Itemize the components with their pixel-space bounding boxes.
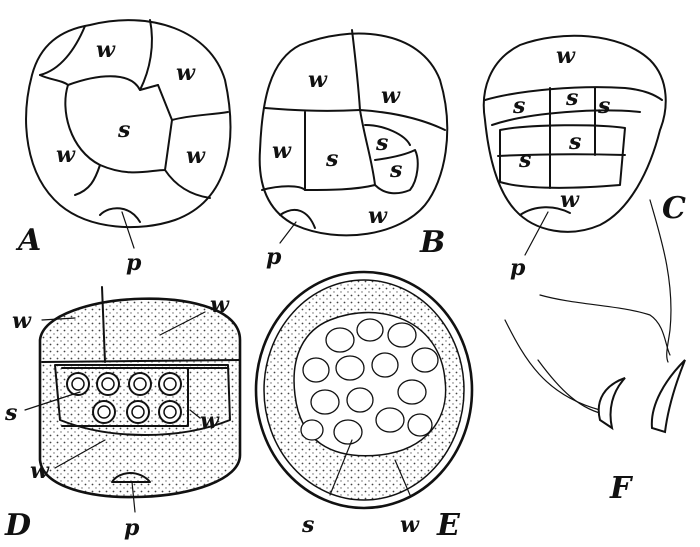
- cell-label-w: w: [96, 37, 116, 63]
- panel-caption-d: D: [4, 508, 31, 542]
- panel-f: F: [505, 200, 685, 506]
- cell-label-s: s: [325, 146, 338, 172]
- cell-label-s: s: [512, 93, 525, 119]
- cell-label-w: w: [56, 142, 76, 168]
- label-w: w: [400, 512, 420, 538]
- panel-caption-e: E: [436, 508, 461, 542]
- panel-caption-b: B: [419, 225, 445, 260]
- cell-label-w: w: [176, 60, 196, 86]
- label-w: w: [200, 408, 220, 434]
- label-s: s: [4, 400, 17, 426]
- cell-label-s: s: [597, 93, 610, 119]
- cell-label-w: w: [381, 83, 401, 109]
- panel-caption-a: A: [15, 223, 41, 258]
- panel-caption-c: C: [662, 191, 686, 226]
- cell-label-w: w: [560, 187, 580, 213]
- cell-label-s: s: [389, 157, 402, 183]
- pore-label-p: p: [126, 250, 142, 276]
- cell-label-w: w: [272, 138, 292, 164]
- panel-a: w w s w w p A: [15, 20, 230, 276]
- cell-label-w: w: [368, 203, 388, 229]
- panel-d: w w s w w p D: [4, 287, 240, 542]
- cell-label-s: s: [565, 85, 578, 111]
- label-w: w: [30, 458, 50, 484]
- cell-label-w: w: [308, 67, 328, 93]
- label-w: w: [210, 292, 230, 318]
- cell-label-w: w: [556, 43, 576, 69]
- panel-caption-f: F: [609, 471, 634, 506]
- pore-label-p: p: [124, 515, 140, 541]
- pore-label-p: p: [266, 244, 282, 270]
- cell-label-s: s: [117, 117, 130, 143]
- pore-label-p: p: [510, 255, 526, 281]
- cell-label-s: s: [518, 147, 531, 173]
- label-s: s: [301, 512, 314, 538]
- panel-b: w w w s s s w p B: [260, 30, 448, 270]
- cell-label-s: s: [375, 130, 388, 156]
- panel-e: s w E: [256, 272, 472, 542]
- panel-c: w s s s s s w p C: [484, 36, 686, 281]
- cell-label-w: w: [186, 143, 206, 169]
- cell-label-s: s: [568, 129, 581, 155]
- label-w: w: [12, 308, 32, 334]
